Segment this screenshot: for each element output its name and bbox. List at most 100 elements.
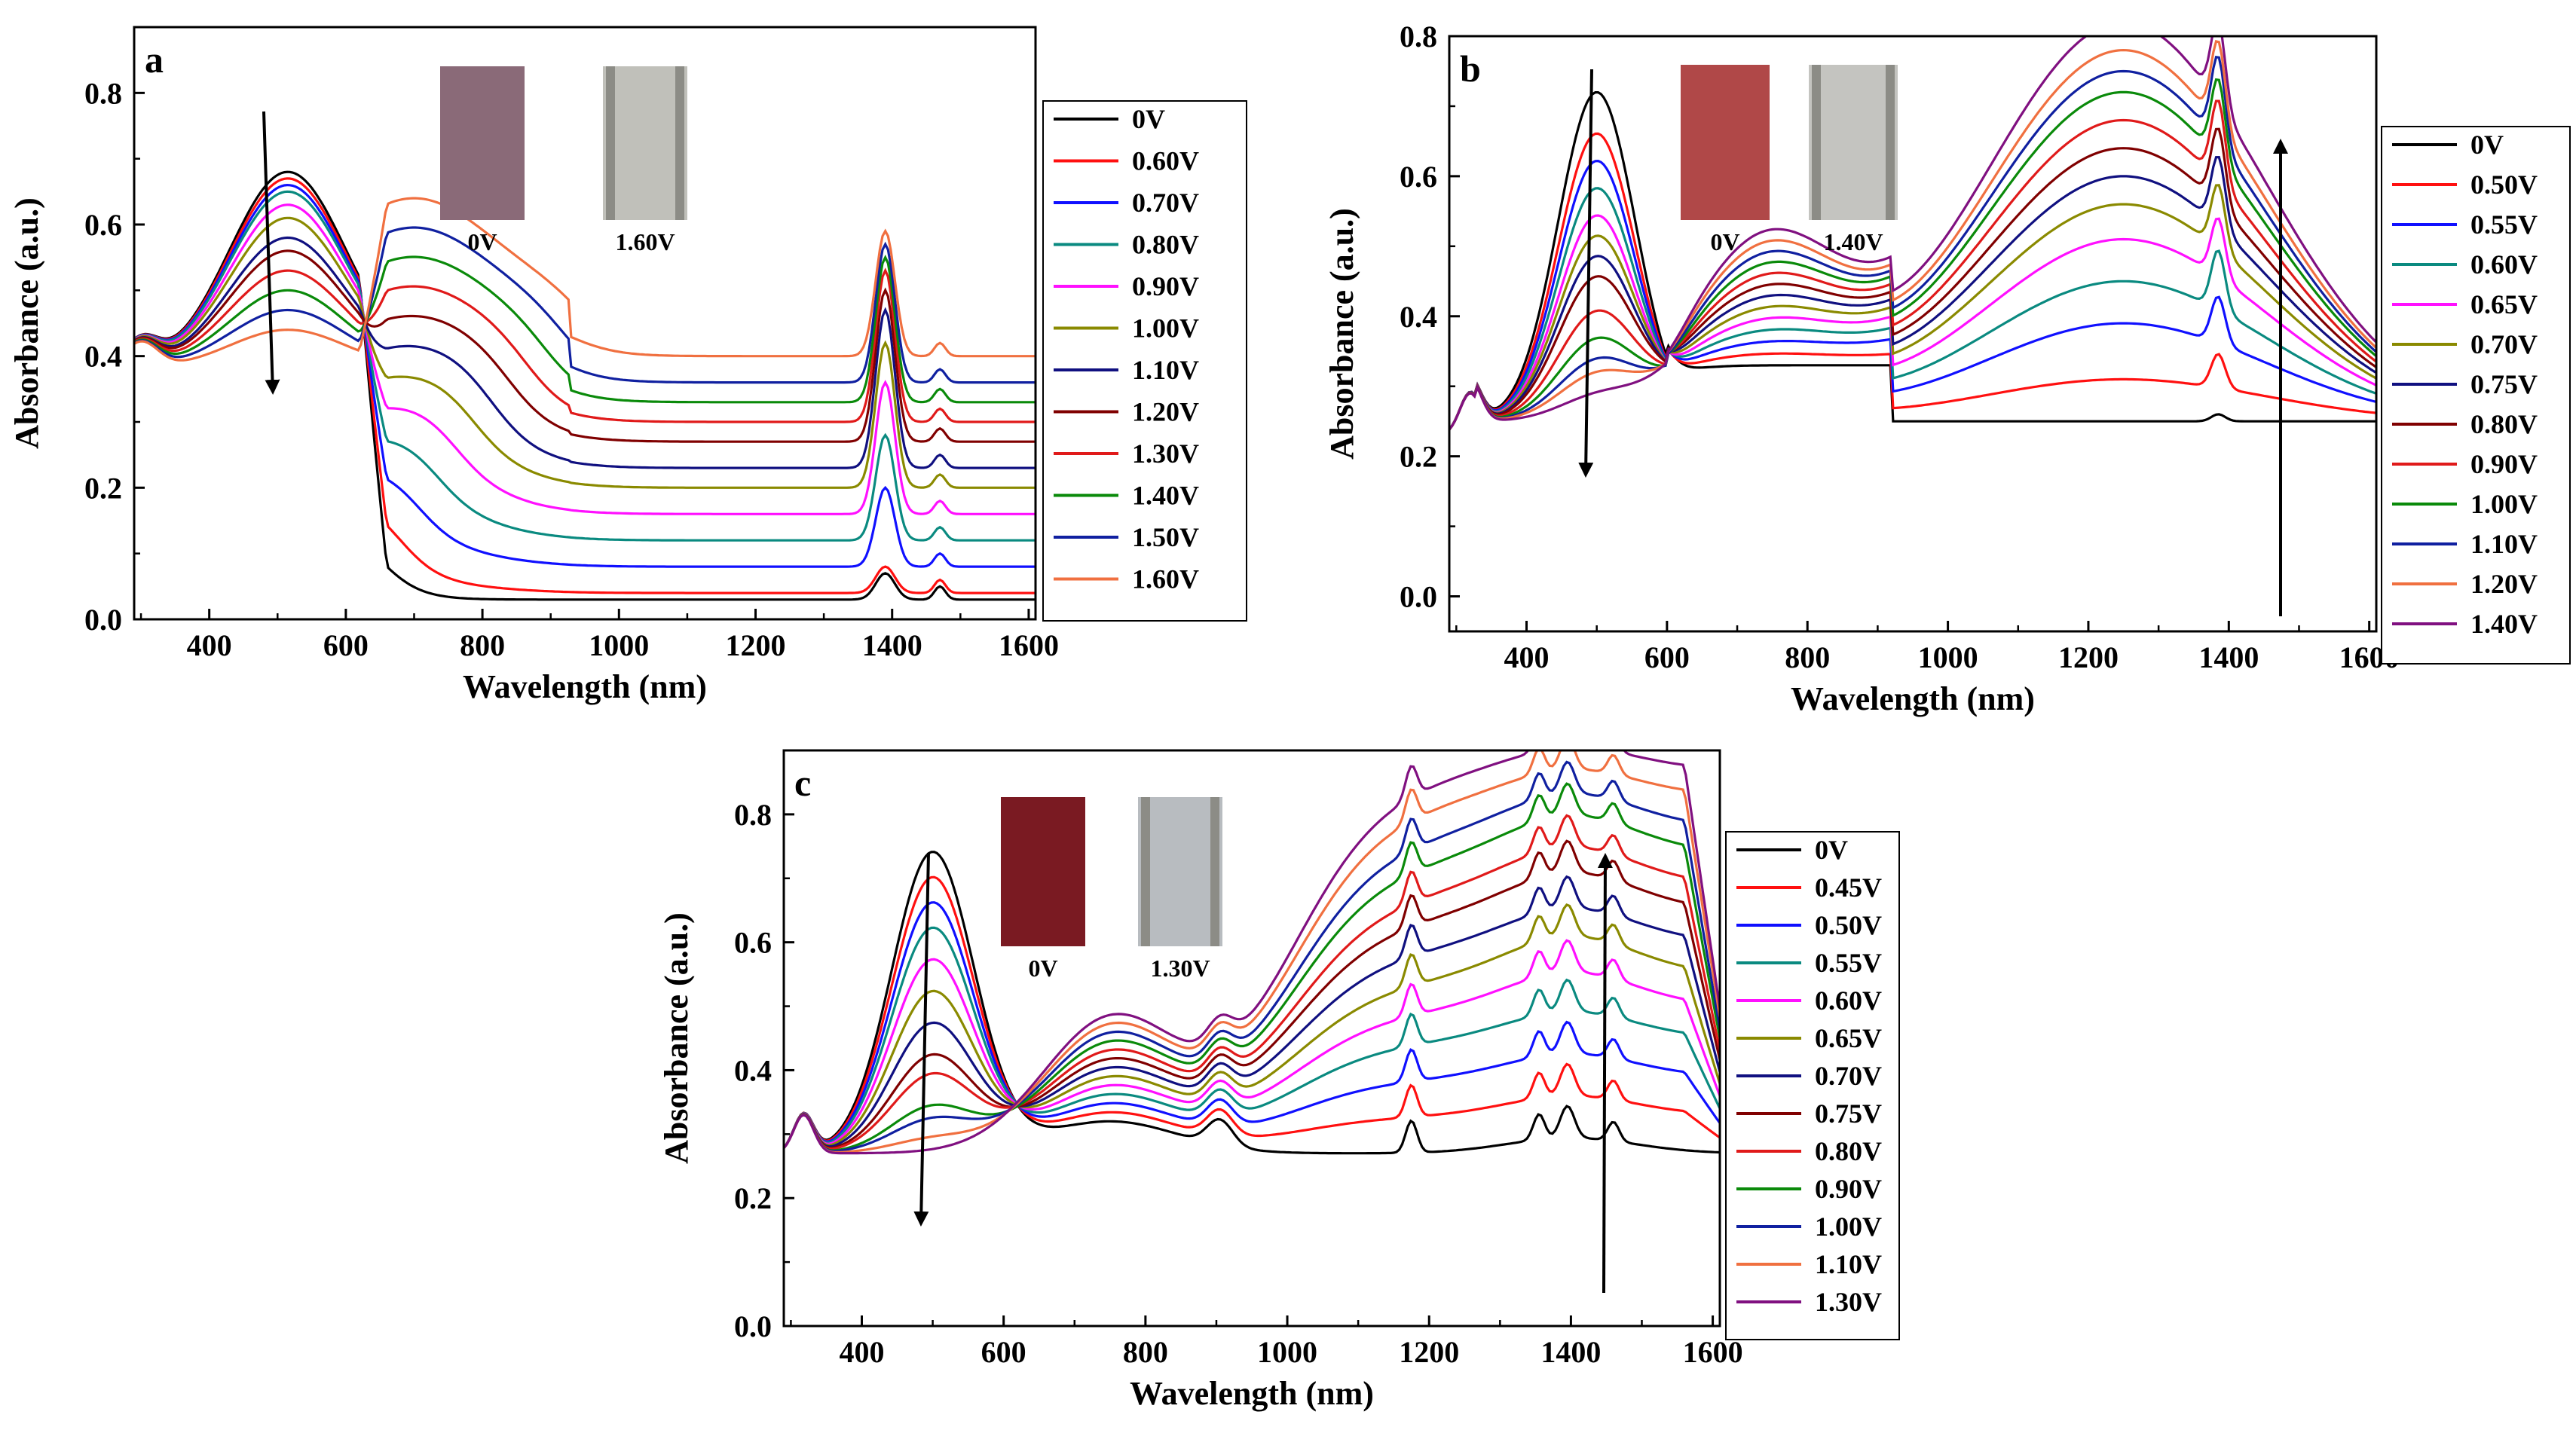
y-tick-label: 0.2	[84, 471, 122, 505]
series-line-1.30V	[134, 267, 1036, 423]
panel-label: a	[145, 38, 164, 81]
series-line-0.90V	[134, 203, 1036, 515]
y-tick-label: 0.4	[84, 340, 122, 374]
y-tick-label: 0.2	[1400, 440, 1437, 474]
x-tick-label: 400	[1504, 640, 1550, 674]
series-line-1.20V	[1449, 39, 2376, 431]
inset-photo-colored	[1001, 797, 1085, 946]
series-line-1.00V	[1449, 78, 2376, 431]
panel-b: 400 600 800 1000 1200 1400 16000.00.20.40.60.8…	[1323, 20, 2571, 717]
x-tick-label: 600	[1644, 640, 1690, 674]
series-line-0.80V	[1449, 127, 2376, 431]
panel-label: b	[1460, 47, 1481, 90]
series-line-0.65V	[1449, 214, 2376, 430]
x-tick-label: 1200	[726, 628, 786, 662]
legend-entry: 0.80V	[1132, 230, 1199, 260]
legend-entry: 1.50V	[1132, 522, 1199, 552]
x-tick-label: 600	[323, 628, 369, 662]
legend-entry: 1.30V	[1132, 438, 1199, 469]
plot-frame	[1448, 35, 2378, 633]
x-tick-label: 1200	[2058, 640, 2119, 674]
legend-entry: 0.90V	[2470, 449, 2538, 479]
legend-entry: 0.70V	[1815, 1061, 1882, 1091]
plot-frame	[133, 26, 1037, 621]
panel-a: 400 600 800 1000 1200 1400 1600 0.0 0.2 0.4 0.6 0.8…	[8, 26, 1247, 705]
series-line-0.75V	[1449, 155, 2376, 431]
series-line-0.90V	[1449, 99, 2376, 431]
x-tick-label: 1600	[999, 628, 1059, 662]
legend-entry: 0.55V	[1815, 948, 1882, 978]
series-line-1.40V	[134, 254, 1036, 404]
inset-photo-edge	[675, 66, 684, 220]
series-line-1.30V	[784, 750, 1720, 1155]
series-line-1.40V	[1449, 36, 2376, 431]
legend-entry: 0.90V	[1815, 1174, 1882, 1204]
series-line-0.70V	[784, 875, 1720, 1149]
series-line-1.60V	[134, 197, 1036, 362]
legend-entry: 0.60V	[1132, 146, 1199, 176]
legend-entry: 0.65V	[2470, 289, 2538, 319]
legend-entry: 1.10V	[1815, 1249, 1882, 1279]
series-line-0.70V	[134, 183, 1036, 568]
series-line-1.20V	[134, 249, 1036, 443]
legend-entry: 1.30V	[1815, 1287, 1882, 1317]
inset-photo-colored	[1681, 65, 1770, 220]
x-tick-label: 800	[1123, 1335, 1168, 1369]
legend-box	[1725, 831, 1900, 1340]
series-line-0.80V	[784, 814, 1720, 1150]
x-tick-label: 400	[187, 628, 232, 662]
series-line-1.10V	[1449, 56, 2376, 431]
x-axis-title: Wavelength (nm)	[1791, 680, 2035, 717]
inset-photo-edge	[606, 66, 615, 220]
series-lines	[134, 170, 1036, 601]
legend-entry: 1.00V	[1815, 1211, 1882, 1242]
inset-photo-bleached	[603, 66, 687, 220]
legend-entry: 1.20V	[1132, 397, 1199, 427]
legend-entry: 0.50V	[2470, 170, 2538, 200]
series-line-0V	[134, 170, 1036, 601]
series-line-0.55V	[784, 926, 1720, 1149]
arrow-decreasing	[262, 111, 280, 395]
legend-entry: 0.80V	[1815, 1136, 1882, 1166]
legend-entry: 1.00V	[2470, 489, 2538, 519]
legend-box	[1042, 100, 1247, 622]
y-tick-label: 0.4	[1400, 300, 1437, 334]
series-line-0.60V	[134, 177, 1036, 594]
plot-frame	[782, 749, 1721, 1328]
legend-entry: 0.75V	[1815, 1098, 1882, 1129]
legend-box	[2381, 126, 2571, 665]
legend-entry: 0.80V	[2470, 409, 2538, 439]
legend-entry: 0.65V	[1815, 1023, 1882, 1053]
y-axis-title: Absorbance (a.u.)	[1323, 208, 1360, 460]
legend-entry: 0.75V	[2470, 369, 2538, 399]
x-tick-label: 1000	[589, 628, 649, 662]
series-line-0.45V	[784, 875, 1720, 1149]
series-line-0.60V	[1449, 187, 2376, 430]
series-line-0.60V	[784, 939, 1720, 1149]
series-line-0.90V	[784, 782, 1720, 1152]
series-line-0.65V	[784, 903, 1720, 1149]
y-tick-label: 0.8	[84, 76, 122, 110]
inset-photo-bleached	[1138, 797, 1222, 946]
x-tick-label: 800	[1785, 640, 1830, 674]
series-line-0V	[784, 851, 1720, 1155]
x-tick-label: 600	[981, 1335, 1026, 1369]
inset-label-left: 0V	[1710, 228, 1739, 255]
inset-photo-edge	[1141, 797, 1150, 946]
y-tick-label: 0.8	[1400, 20, 1437, 53]
panel-c: 400 600 800 1000 1200 1400 1600 0.0 0.2 0.4 0.6 0.8…	[658, 749, 1900, 1412]
series-line-1.00V	[134, 216, 1036, 489]
series-line-0.55V	[1449, 159, 2376, 430]
legend-entry: 0V	[2470, 130, 2504, 160]
x-tick-label: 400	[840, 1335, 885, 1369]
inset-photo-edge	[1210, 797, 1219, 946]
series-lines	[1449, 36, 2376, 431]
x-tick-label: 1000	[1918, 640, 1978, 674]
legend-entry: 1.10V	[1132, 355, 1199, 385]
inset-label-right: 1.60V	[615, 228, 675, 255]
legend-entry: 1.40V	[1132, 481, 1199, 511]
series-line-1.10V	[784, 750, 1720, 1154]
legend-entry: 1.60V	[1132, 564, 1199, 594]
series-line-1.10V	[134, 236, 1036, 469]
